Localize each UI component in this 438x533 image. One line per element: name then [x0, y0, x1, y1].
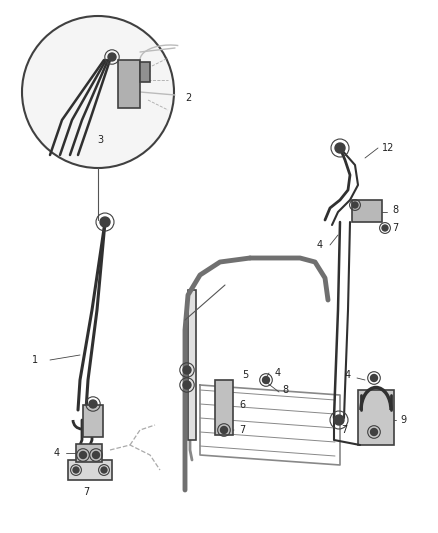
- Circle shape: [73, 467, 79, 473]
- Bar: [118, 60, 140, 108]
- Text: 6: 6: [239, 400, 245, 410]
- Text: 8: 8: [392, 205, 398, 215]
- Text: 3: 3: [97, 135, 103, 145]
- Text: 7: 7: [239, 425, 245, 435]
- Circle shape: [80, 451, 86, 458]
- Circle shape: [262, 376, 269, 384]
- Text: 9: 9: [400, 415, 406, 425]
- Circle shape: [183, 366, 191, 374]
- Circle shape: [382, 225, 388, 231]
- Bar: [68, 460, 112, 480]
- Text: 7: 7: [341, 425, 347, 435]
- Circle shape: [334, 415, 344, 425]
- Circle shape: [371, 429, 378, 435]
- Circle shape: [100, 217, 110, 227]
- Circle shape: [92, 451, 99, 458]
- Bar: [215, 380, 233, 435]
- Circle shape: [371, 375, 378, 382]
- Text: 7: 7: [392, 223, 398, 233]
- Text: 4: 4: [275, 368, 281, 378]
- Bar: [83, 405, 103, 437]
- Bar: [358, 390, 394, 445]
- Text: 4: 4: [317, 240, 323, 250]
- Circle shape: [183, 381, 191, 389]
- Circle shape: [89, 400, 97, 408]
- Text: 7: 7: [83, 487, 89, 497]
- Text: 12: 12: [382, 143, 394, 153]
- Text: 2: 2: [185, 93, 191, 103]
- Bar: [352, 200, 382, 222]
- Circle shape: [22, 16, 174, 168]
- Text: 4: 4: [54, 448, 60, 458]
- Bar: [188, 290, 196, 440]
- Text: 5: 5: [242, 370, 248, 380]
- Text: 1: 1: [32, 355, 38, 365]
- Circle shape: [352, 202, 358, 208]
- Circle shape: [335, 143, 345, 153]
- Text: 8: 8: [282, 385, 288, 395]
- Circle shape: [101, 467, 107, 473]
- Circle shape: [108, 53, 116, 61]
- Circle shape: [220, 426, 227, 433]
- Bar: [76, 444, 102, 462]
- Text: 4: 4: [345, 370, 351, 380]
- Bar: [140, 62, 150, 82]
